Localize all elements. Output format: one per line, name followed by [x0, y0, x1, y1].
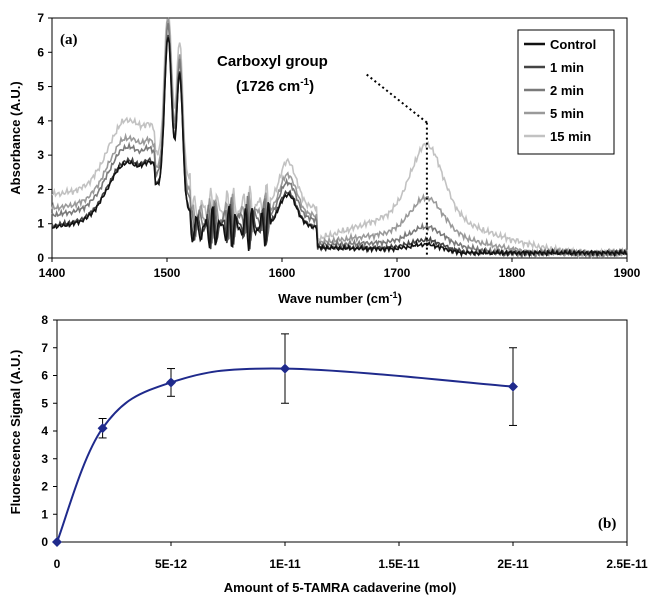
fluorescence-chart: 0 1 2 3 4 5 6 7 8 0 5E-12 1E-11 1.5E-11 2E-11 2.5E-11… [8, 313, 648, 595]
x-axis-ticks: 1400 1500 1600 1700 1800 1900 [39, 258, 641, 280]
y-tick-label: 3 [37, 148, 44, 162]
y-axis-ticks: 0 1 2 3 4 5 6 7 [37, 11, 52, 265]
x-tick-label: 1800 [499, 266, 526, 280]
x-tick-label: 1400 [39, 266, 66, 280]
y-tick-label: 2 [41, 480, 48, 494]
x-tick-label: 1.5E-11 [378, 557, 420, 571]
y-tick-label: 0 [41, 535, 48, 549]
x-axis-ticks-b: 0 5E-12 1E-11 1.5E-11 2E-11 2.5E-11 [54, 542, 648, 571]
fit-curve [56, 367, 514, 543]
annotation-line1: Carboxyl group [217, 53, 328, 70]
legend-box [517, 29, 615, 155]
x-tick-label: 1500 [154, 266, 181, 280]
y-axis-label-b: Fluorescence Signal (A.U.) [8, 350, 23, 515]
data-point [52, 537, 62, 547]
y-tick-label: 4 [41, 424, 48, 438]
x-axis-label-a: Wave number (cm-1) [278, 290, 402, 306]
x-axis-label-b: Amount of 5-TAMRA cadaverine (mol) [224, 580, 457, 595]
data-point [508, 381, 518, 392]
x-tick-label: 0 [54, 557, 61, 571]
x-tick-label: 5E-12 [155, 557, 187, 571]
data-point [97, 423, 108, 434]
legend-label: 1 min [550, 60, 584, 75]
x-tick-label: 1700 [384, 266, 411, 280]
legend-label: 15 min [550, 129, 591, 144]
y-tick-label: 0 [37, 251, 44, 265]
x-axis-label-a-end: ) [398, 291, 402, 306]
x-tick-label: 2E-11 [497, 557, 529, 571]
y-tick-label: 5 [41, 396, 48, 410]
plot-frame-b [56, 319, 628, 543]
y-tick-label: 7 [41, 341, 48, 355]
absorbance-chart: (a) 0 1 2 3 4 5 6 7 1400 1500 1600 1700 1800 1900 Ca… [8, 11, 641, 306]
x-tick-label: 2.5E-11 [606, 557, 648, 571]
data-point [166, 377, 176, 388]
legend-label: 5 min [550, 106, 584, 121]
plot-frame [51, 17, 628, 259]
panel-label-b: (b) [598, 516, 616, 532]
series-line-control [51, 37, 628, 258]
series-lines [51, 16, 628, 260]
y-tick-label: 1 [37, 217, 44, 231]
annotation-line2-a: (1726 cm [236, 78, 300, 95]
x-tick-label: 1600 [269, 266, 296, 280]
y-tick-label: 7 [37, 11, 44, 25]
annotation-dotted-leader [365, 73, 428, 124]
y-tick-label: 1 [41, 507, 48, 521]
legend-label: Control [550, 37, 596, 52]
legend-label: 2 min [550, 83, 584, 98]
y-axis-label-a: Absorbance (A.U.) [8, 81, 23, 194]
annotation-line2: (1726 cm-1) [236, 77, 314, 95]
panel-label-a: (a) [60, 32, 78, 48]
y-tick-label: 2 [37, 182, 44, 196]
y-axis-ticks-b: 0 1 2 3 4 5 6 7 8 [41, 313, 57, 549]
y-tick-label: 6 [41, 369, 48, 383]
y-tick-label: 3 [41, 452, 48, 466]
fluorescence-series [52, 333, 518, 547]
y-tick-label: 4 [37, 114, 44, 128]
data-point [280, 363, 290, 374]
y-tick-label: 8 [41, 313, 48, 327]
y-tick-label: 6 [37, 45, 44, 59]
annotation-line2-b: ) [309, 78, 314, 95]
x-axis-label-a-main: Wave number (cm [278, 291, 390, 306]
legend: Control 1 min 2 min 5 min 15 min [517, 29, 615, 155]
y-tick-label: 5 [37, 80, 44, 94]
annotation-line2-sup: -1 [300, 77, 309, 88]
x-tick-label: 1E-11 [269, 557, 301, 571]
series-line-15-min [51, 18, 628, 260]
x-axis-label-a-sup: -1 [390, 290, 398, 300]
x-tick-label: 1900 [614, 266, 641, 280]
